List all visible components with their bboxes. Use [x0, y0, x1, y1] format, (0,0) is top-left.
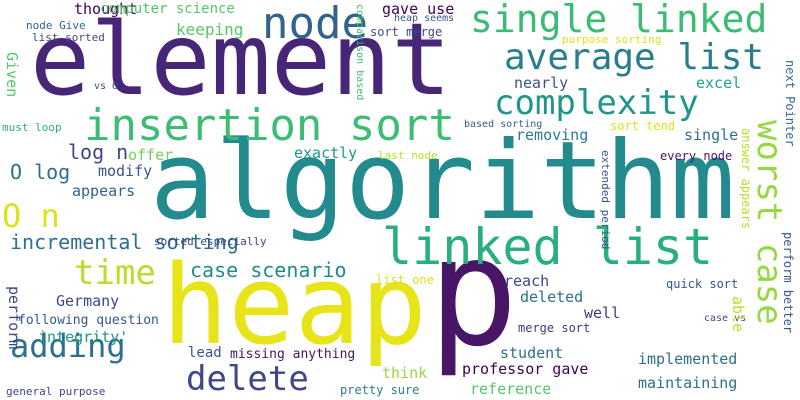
- word-able: able: [729, 296, 747, 333]
- word-o-n: O n: [2, 197, 60, 235]
- word-must-loop: must loop: [2, 121, 62, 134]
- word-implemented: implemented: [638, 350, 738, 368]
- word-computer-science: computer science: [100, 1, 235, 17]
- word-case-scenario: case scenario: [190, 258, 347, 282]
- word-given: Given: [3, 52, 21, 98]
- word-last-node: last node: [378, 149, 438, 162]
- word-thought: thought: [74, 0, 138, 18]
- word-germany: Germany: [56, 292, 120, 310]
- word-delete: delete: [186, 359, 309, 399]
- word-list-sorted: list sorted: [32, 31, 105, 44]
- word-think: think: [382, 364, 428, 382]
- word-perform: perform: [5, 286, 23, 350]
- word-modify: modify: [98, 162, 153, 180]
- word-following-question: following question: [18, 313, 159, 328]
- word-merge-sort: merge sort: [518, 321, 591, 335]
- word-integrity: integrity': [38, 328, 129, 346]
- word-o-log: O log: [10, 160, 71, 184]
- word-appears: appears: [72, 182, 136, 200]
- word-based-sorting: based sorting: [464, 119, 543, 130]
- word-general-purpose: general purpose: [6, 385, 106, 398]
- word-worst-case: worst case: [749, 120, 789, 325]
- word-comparison-based: comparison based: [354, 4, 365, 101]
- word-node: node: [262, 0, 368, 49]
- word-reference: reference: [470, 380, 552, 398]
- word-heap-seems: heap seems: [394, 13, 455, 24]
- word-vs-o: vs O: [94, 81, 119, 92]
- word-incremental-sorting: incremental sorting: [10, 230, 239, 254]
- word-element: element: [30, 1, 452, 118]
- word-algorithm: algorithm: [150, 119, 736, 244]
- word-p: p: [428, 206, 519, 380]
- word-offer: offer: [128, 146, 174, 164]
- word-linked-list: linked list: [382, 218, 714, 276]
- word-pretty-sure: pretty sure: [340, 383, 420, 397]
- word-exactly: exactly: [294, 144, 358, 162]
- word-quick-sort: quick sort: [666, 277, 739, 291]
- word-purpose-sorting: purpose sorting: [562, 33, 662, 46]
- word-average-list: average list: [504, 37, 765, 78]
- word-student: student: [500, 344, 564, 362]
- word-maintaining: maintaining: [638, 374, 738, 392]
- word-sort-merge: sort merge: [370, 25, 443, 39]
- word-answer-appears: answer appears: [739, 128, 753, 230]
- word-lead: lead: [188, 345, 222, 361]
- word-gave-use: gave use: [382, 0, 455, 18]
- word-perform-better: perform better: [781, 232, 795, 334]
- word-log-n: log n: [68, 140, 129, 164]
- word-keeping: keeping: [176, 20, 244, 39]
- word-single: single: [684, 126, 739, 144]
- word-deleted: deleted: [520, 288, 584, 306]
- word-node-give: node Give: [26, 19, 86, 32]
- word-complexity: complexity: [494, 83, 699, 123]
- word-adding: adding: [10, 327, 126, 365]
- word-excel: excel: [696, 74, 742, 92]
- word-every-node: every node: [660, 149, 733, 163]
- word-heap: heap: [162, 241, 427, 369]
- word-removing: removing: [516, 126, 589, 144]
- word-nearly: nearly: [514, 74, 569, 92]
- word-next-pointer: next Pointer: [783, 60, 797, 147]
- word-case-vs: case vs: [704, 313, 747, 324]
- word-list-one: list one: [376, 273, 434, 287]
- word-sort-tend: sort tend: [610, 119, 676, 133]
- word-sorted-especially: sorted especially: [154, 235, 267, 248]
- word-well: well: [584, 304, 621, 322]
- word-reach: reach: [504, 272, 550, 290]
- word-professor-gave: professor gave: [462, 360, 589, 378]
- word-time: time: [74, 253, 156, 293]
- word-insertion-sort: insertion sort: [84, 100, 455, 151]
- word-extended-period: extended period: [599, 150, 612, 250]
- word-single-linked: single linked: [470, 0, 768, 41]
- word-missing-anything: missing anything: [230, 347, 356, 362]
